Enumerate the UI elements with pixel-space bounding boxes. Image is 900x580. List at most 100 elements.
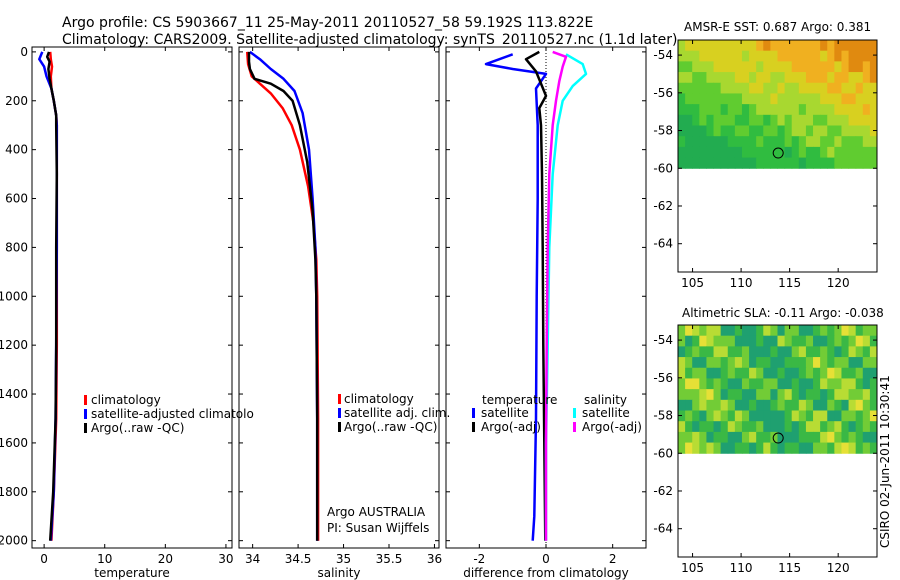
heatmap-cell: [862, 40, 871, 52]
heatmap-cell: [848, 421, 857, 433]
heatmap-cell: [699, 410, 707, 422]
heatmap-cell: [820, 367, 828, 379]
heatmap-cell: [813, 367, 821, 379]
heatmap-cell: [678, 335, 686, 347]
heatmap-cell: [813, 378, 821, 390]
heatmap-cell: [741, 367, 750, 379]
heatmap-cell: [813, 104, 821, 116]
x-tick-label: 2: [609, 552, 617, 566]
heatmap-cell: [756, 335, 764, 347]
temperature-legend: climatology satellite-adjusted climatolo…: [84, 393, 254, 435]
heatmap-cell: [855, 61, 864, 73]
heatmap-cell: [784, 72, 793, 84]
heatmap-cell: [770, 431, 778, 444]
heatmap-cell: [706, 82, 715, 94]
heatmap-cell: [727, 399, 736, 412]
heatmap-cell: [777, 125, 786, 137]
heatmap-cell: [727, 410, 736, 422]
heatmap-cell: [713, 40, 722, 52]
heatmap-cell: [855, 357, 864, 369]
heatmap-cell: [713, 72, 722, 84]
heatmap-cell: [841, 442, 850, 454]
heatmap-cell: [734, 442, 743, 454]
heatmap-cell: [692, 367, 700, 379]
heatmap-cell: [713, 125, 722, 137]
heatmap-cell: [741, 61, 750, 73]
heatmap-cell: [798, 104, 807, 116]
heatmap-cell: [791, 93, 800, 105]
heatmap-cell: [834, 399, 842, 412]
heatmap-cell: [692, 82, 700, 94]
heatmap-cell: [848, 335, 857, 347]
heatmap-cell: [855, 125, 864, 137]
heatmap-cell: [756, 40, 764, 52]
heatmap-cell: [784, 157, 793, 169]
difference-legend: temperature satellite Argo(-adj) salinit…: [472, 393, 642, 434]
heatmap-cell: [848, 114, 857, 127]
heatmap-cell: [805, 335, 814, 347]
heatmap-cell: [798, 399, 807, 412]
heatmap-cell: [820, 421, 828, 433]
heatmap-cell: [734, 399, 743, 412]
heatmap-cell: [834, 93, 842, 105]
heatmap-cell: [827, 399, 835, 412]
heatmap-cell: [741, 40, 750, 52]
heatmap-cell: [763, 114, 771, 127]
heatmap-cell: [685, 442, 693, 454]
heatmap-cell: [784, 367, 793, 379]
heatmap-cell: [805, 82, 814, 94]
heatmap-cell: [827, 442, 835, 454]
heatmap-cell: [734, 82, 743, 94]
heatmap-cell: [855, 335, 864, 347]
heatmap-cell: [713, 346, 722, 358]
heatmap-cell: [713, 421, 722, 433]
heatmap-cell: [727, 431, 736, 444]
heatmap-cell: [834, 146, 842, 159]
heatmap-cell: [784, 104, 793, 116]
heatmap-cell: [834, 157, 842, 169]
heatmap-cell: [692, 335, 700, 347]
heatmap-cell: [777, 421, 786, 433]
heatmap-cell: [862, 125, 871, 137]
heatmap-cell: [848, 104, 857, 116]
heatmap-cell: [720, 389, 729, 401]
heatmap-cell: [827, 421, 835, 433]
argo-float-marker: [772, 432, 784, 444]
heatmap-cell: [791, 72, 800, 84]
heatmap-cell: [699, 442, 707, 454]
heatmap-cells: [678, 325, 878, 454]
heatmap-cell: [862, 346, 871, 358]
y-tick-label: -56: [653, 86, 673, 100]
map-frame: [677, 324, 878, 558]
heatmap-cell: [805, 378, 814, 390]
heatmap-cell: [720, 421, 729, 433]
heatmap-cell: [770, 325, 778, 337]
heatmap-cell: [784, 93, 793, 105]
legend-swatch-temp-argo: [472, 422, 475, 432]
heatmap-cell: [706, 136, 715, 148]
heatmap-cell: [713, 61, 722, 73]
heatmap-cell: [848, 431, 857, 444]
heatmap-cell: [777, 325, 786, 337]
heatmap-cell: [820, 410, 828, 422]
heatmap-cell: [685, 146, 693, 159]
heatmap-cell: [848, 442, 857, 454]
y-tick-label: 1600: [0, 436, 28, 450]
heatmap-cell: [706, 146, 715, 159]
heatmap-cell: [699, 61, 707, 73]
heatmap-cell: [720, 50, 729, 62]
heatmap-cell: [827, 346, 835, 358]
heatmap-cell: [841, 50, 850, 62]
x-axis-label: difference from climatology: [463, 566, 629, 580]
heatmap-cell: [805, 93, 814, 105]
heatmap-cell: [805, 325, 814, 337]
heatmap-cell: [869, 421, 878, 433]
heatmap-cell: [770, 157, 778, 169]
heatmap-cell: [699, 399, 707, 412]
heatmap-cell: [685, 399, 693, 412]
heatmap-cell: [727, 389, 736, 401]
heatmap-cell: [741, 399, 750, 412]
heatmap-cell: [685, 40, 693, 52]
heatmap-cell: [756, 104, 764, 116]
heatmap-cell: [869, 410, 878, 422]
